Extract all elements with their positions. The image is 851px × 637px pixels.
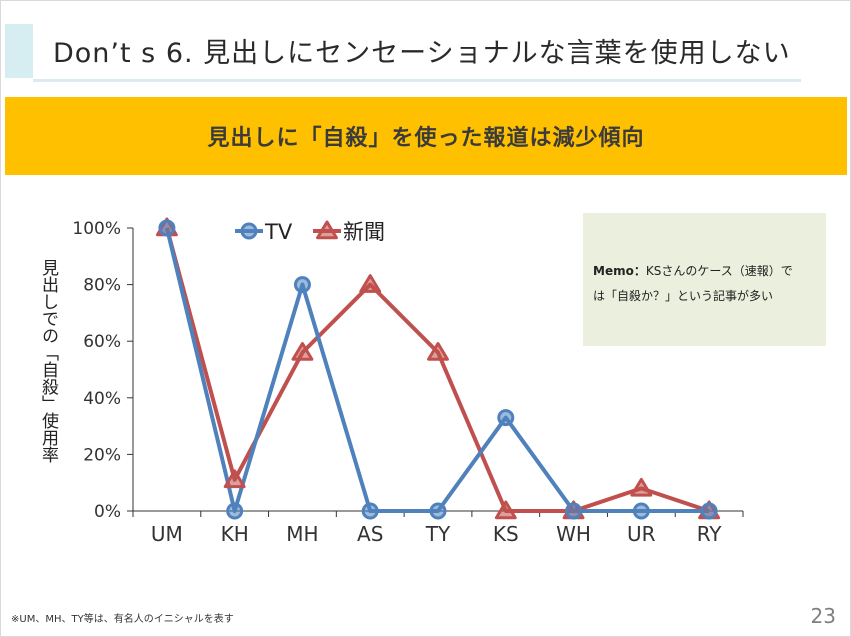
tv-data-point: [700, 502, 718, 520]
legend-newspaper-marker: [316, 220, 338, 240]
tv-data-point: [361, 502, 379, 520]
tv-data-point: [226, 502, 244, 520]
title-underline: [33, 79, 801, 82]
newspaper-data-point: [359, 274, 382, 293]
headline-banner: 見出しに「自殺」を使った報道は減少傾向: [5, 97, 847, 175]
memo-line-1: Memo：KSさんのケース（速報）で: [593, 259, 816, 284]
y-tick-label: 60%: [83, 332, 121, 352]
x-tick-label: KS: [493, 522, 519, 546]
x-tick-label: MH: [286, 522, 318, 546]
memo-text-1: KSさんのケース（速報）で: [645, 264, 793, 278]
x-tick-label: TY: [425, 522, 451, 546]
slide-title: Don’t s 6. 見出しにセンセーショナルな言葉を使用しない: [53, 38, 791, 69]
x-tick-label: AS: [357, 522, 383, 546]
newspaper-data-point: [427, 342, 449, 361]
x-tick-label: KH: [221, 522, 249, 546]
x-tick-label: UR: [627, 522, 656, 546]
memo-box: Memo：KSさんのケース（速報）で は「自殺か？」という記事が多い: [583, 213, 826, 346]
tv-data-point: [429, 502, 447, 520]
footnote: ※UM、MH、TY等は、有名人のイニシャルを表す: [11, 614, 234, 625]
x-tick-label: UM: [151, 522, 183, 546]
y-tick-label: 40%: [83, 389, 121, 409]
x-tick-label: RY: [697, 522, 723, 546]
memo-label: Memo：: [593, 264, 646, 278]
newspaper-data-point: [630, 477, 653, 497]
y-tick-label: 100%: [72, 219, 121, 239]
y-tick-label: 80%: [83, 276, 121, 296]
newspaper-data-point: [223, 469, 246, 489]
newspaper-data-point: [494, 500, 517, 520]
tv-data-point: [497, 409, 515, 427]
y-axis-label: 見出しでの「自殺」使用率: [38, 259, 58, 463]
newspaper-data-point: [291, 342, 314, 361]
x-tick-label: WH: [556, 522, 591, 546]
y-tick-label: 0%: [94, 502, 121, 522]
tv-data-point: [158, 219, 176, 237]
page-number: 23: [810, 604, 836, 628]
memo-text-2: は「自殺か？」という記事が多い: [593, 289, 774, 303]
legend-newspaper-label: 新聞: [343, 220, 385, 244]
tv-data-point: [293, 276, 311, 294]
legend-tv-label: TV: [264, 220, 293, 244]
legend-tv-marker: [240, 222, 258, 240]
tv-data-point: [565, 502, 583, 520]
title-accent-bar: [5, 24, 33, 78]
y-tick-label: 20%: [83, 445, 121, 465]
tv-data-point: [632, 502, 650, 520]
banner-text: 見出しに「自殺」を使った報道は減少傾向: [207, 126, 645, 151]
